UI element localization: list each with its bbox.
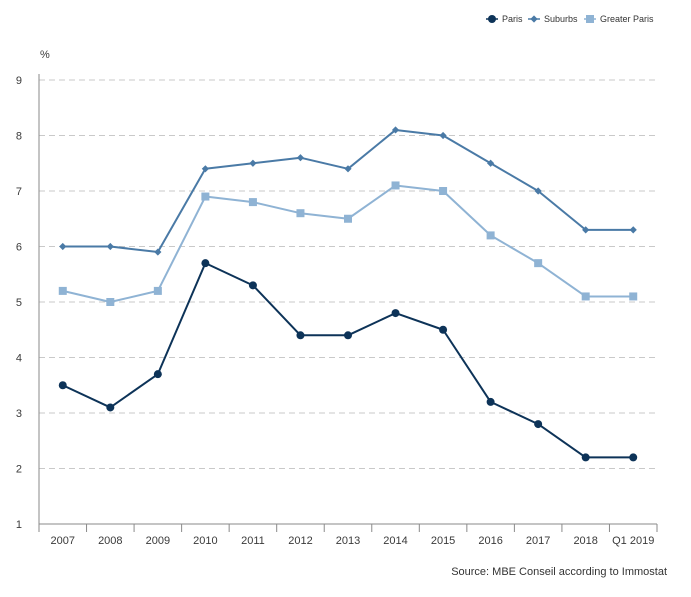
axes: [38, 74, 658, 532]
y-tick-label: 4: [16, 353, 22, 365]
data-point: [439, 131, 447, 140]
data-point: [534, 187, 542, 195]
data-point: [296, 331, 305, 340]
source-note: Source: MBE Conseil according to Immosta…: [451, 566, 667, 578]
x-tick-label: 2015: [431, 535, 455, 547]
data-point: [296, 209, 305, 218]
data-point: [201, 165, 209, 173]
data-point: [344, 331, 352, 340]
x-tick-label: Q1 2019: [612, 535, 654, 547]
data-point: [488, 15, 496, 23]
data-point: [344, 165, 352, 173]
data-point: [106, 298, 115, 306]
x-tick-label: 2017: [526, 535, 550, 547]
series-line: [62, 128, 634, 254]
data-point: [153, 286, 162, 295]
data-point: [391, 309, 400, 318]
data-point: [629, 453, 638, 462]
x-tick-label: 2008: [98, 535, 122, 547]
x-tick-label: 2014: [383, 535, 407, 547]
data-point: [487, 159, 495, 167]
data-point: [534, 259, 543, 268]
x-tick-label: 2011: [241, 535, 265, 547]
data-point: [534, 420, 543, 429]
data-point: [391, 181, 400, 190]
data-point: [530, 15, 538, 23]
data-point: [486, 231, 495, 240]
legend-item: Suburbs: [528, 14, 578, 24]
data-point: [248, 198, 257, 207]
legend-label: Suburbs: [544, 14, 578, 24]
data-point: [201, 259, 210, 268]
data-point: [154, 248, 162, 256]
data-point: [106, 242, 114, 251]
data-point: [249, 159, 257, 167]
y-axis-tick-labels: 1 2 3 4 5 6 7 8 9: [16, 75, 22, 531]
data-point: [581, 292, 590, 301]
data-point: [296, 154, 305, 162]
series-greater-paris: [58, 181, 638, 306]
data-point: [58, 381, 67, 390]
y-tick-label: 9: [16, 75, 22, 87]
data-point: [629, 292, 638, 301]
y-tick-label: 7: [16, 186, 22, 198]
series-line: [62, 184, 634, 303]
y-tick-label: 1: [16, 519, 22, 531]
x-tick-label: 2010: [193, 535, 217, 547]
legend-label: Greater Paris: [600, 14, 654, 24]
x-tick-label: 2009: [146, 535, 170, 547]
legend: Paris Suburbs Greater Paris: [486, 14, 654, 24]
grid-lines: [39, 79, 657, 469]
data-point: [391, 126, 400, 134]
x-tick-label: 2012: [288, 535, 312, 547]
series-lines: [58, 126, 638, 462]
x-tick-label: 2013: [336, 535, 360, 547]
y-tick-label: 6: [16, 242, 22, 254]
data-point: [629, 226, 637, 234]
series-suburbs: [59, 126, 637, 256]
data-point: [59, 242, 67, 251]
y-tick-label: 8: [16, 131, 22, 143]
y-axis-unit-label: %: [40, 49, 50, 61]
data-point: [106, 403, 115, 412]
y-tick-label: 2: [16, 464, 22, 476]
data-point: [201, 192, 210, 201]
y-tick-label: 5: [16, 297, 22, 309]
data-point: [344, 214, 352, 223]
x-tick-label: 2007: [51, 535, 75, 547]
x-tick-label: 2018: [573, 535, 597, 547]
series-paris: [58, 259, 638, 462]
legend-item: Greater Paris: [584, 14, 654, 24]
legend-label: Paris: [502, 14, 523, 24]
data-point: [153, 370, 162, 379]
data-point: [248, 281, 257, 290]
legend-item: Paris: [486, 14, 523, 24]
data-point: [486, 397, 495, 406]
data-point: [58, 286, 67, 295]
x-axis-tick-labels: 2007 2008 2009 2010 2011 2012 2013 2014 2015 2016…: [51, 535, 655, 547]
data-point: [439, 187, 448, 195]
data-point: [581, 453, 590, 462]
data-point: [582, 226, 590, 234]
y-tick-label: 3: [16, 408, 22, 420]
data-point: [439, 325, 448, 334]
x-tick-label: 2016: [478, 535, 502, 547]
data-point: [586, 15, 594, 23]
